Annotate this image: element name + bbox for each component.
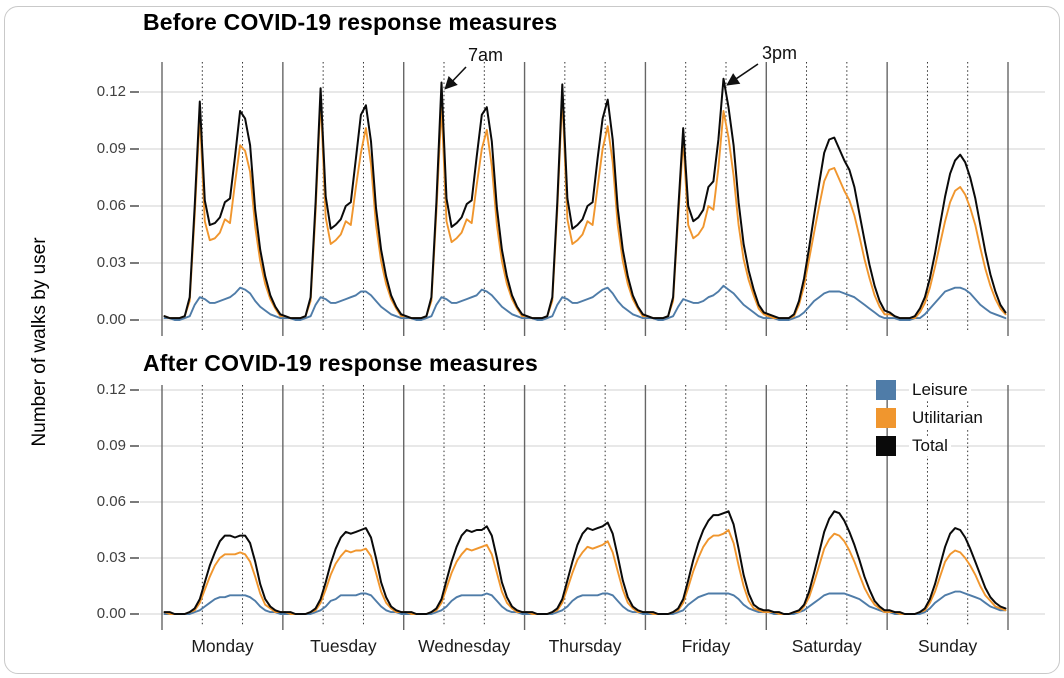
y-tick-label: 0.09 — [96, 437, 126, 454]
y-tick-label: 0.06 — [96, 197, 126, 214]
y-tick-label: 0.09 — [96, 140, 126, 157]
series-line-leisure — [163, 284, 1007, 321]
x-day-label-tuesday: Tuesday — [310, 636, 377, 656]
figure-card — [4, 6, 1060, 674]
x-day-label-saturday: Saturday — [791, 636, 862, 656]
y-tick-label: 0.12 — [96, 381, 126, 398]
annotation-7am: 7am — [468, 45, 504, 65]
total-swatch-icon — [876, 436, 896, 456]
annotation-arrow-3pm — [726, 63, 759, 86]
legend-item-total: Total — [876, 436, 986, 456]
y-tick-label: 0.03 — [96, 254, 126, 271]
legend-label-total: Total — [909, 436, 951, 456]
panel-title-before: Before COVID-19 response measures — [143, 9, 558, 35]
legend-label-leisure: Leisure — [909, 380, 971, 400]
legend: Leisure Utilitarian Total — [876, 380, 986, 464]
series-line-total — [163, 510, 1007, 615]
x-day-label-thursday: Thursday — [548, 636, 622, 656]
series-line-utilitarian — [163, 94, 1007, 320]
series-line-utilitarian — [163, 529, 1007, 615]
y-tick-label: 0.03 — [96, 549, 126, 566]
leisure-swatch-icon — [876, 380, 896, 400]
y-tick-label: 0.06 — [96, 493, 126, 510]
annotation-arrow-7am — [444, 66, 467, 90]
x-day-label-wednesday: Wednesday — [418, 636, 511, 656]
legend-label-utilitarian: Utilitarian — [909, 408, 986, 428]
legend-item-leisure: Leisure — [876, 380, 986, 400]
y-tick-label: 0.12 — [96, 83, 126, 100]
series-line-total — [163, 77, 1007, 320]
utilitarian-swatch-icon — [876, 408, 896, 428]
y-tick-label: 0.00 — [96, 311, 126, 328]
panel-title-after: After COVID-19 response measures — [143, 350, 538, 376]
x-day-label-sunday: Sunday — [917, 636, 978, 656]
legend-item-utilitarian: Utilitarian — [876, 408, 986, 428]
y-tick-label: 0.00 — [96, 605, 126, 622]
y-axis-label: Number of walks by user — [29, 237, 50, 447]
x-day-label-friday: Friday — [681, 636, 731, 656]
x-day-label-monday: Monday — [191, 636, 254, 656]
annotation-3pm: 3pm — [762, 43, 798, 63]
series-line-leisure — [163, 590, 1007, 615]
